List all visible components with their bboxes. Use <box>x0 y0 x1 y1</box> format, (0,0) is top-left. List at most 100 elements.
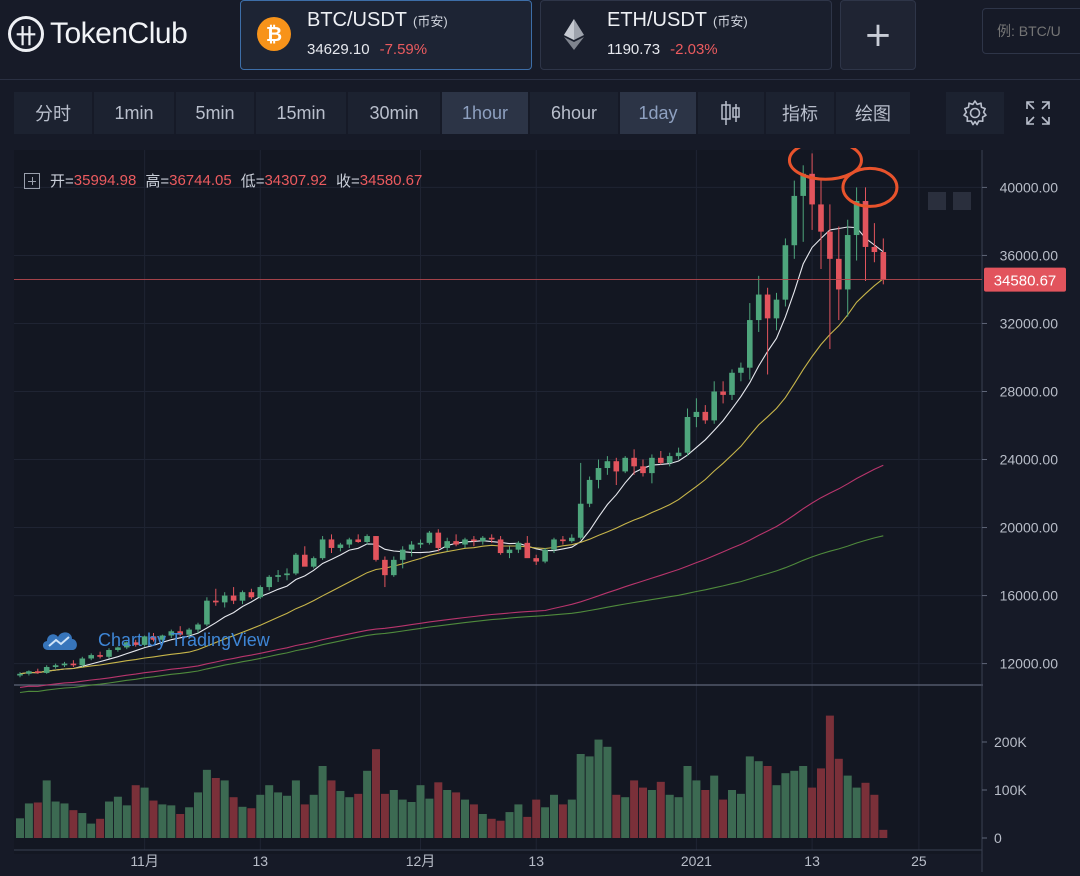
candle <box>871 223 878 263</box>
interval-1hour[interactable]: 1hour <box>442 92 528 134</box>
credit-text: Chart by TradingView <box>98 629 270 650</box>
fullscreen-icon <box>1026 101 1050 125</box>
candle-body <box>506 549 513 554</box>
volume-bar <box>185 807 194 838</box>
interval-1day[interactable]: 1day <box>620 92 696 134</box>
candle <box>230 587 237 605</box>
interval-30min[interactable]: 30min <box>348 92 440 134</box>
interval-5min[interactable]: 5min <box>176 92 254 134</box>
candle-body <box>426 532 433 543</box>
candle-body <box>204 600 210 625</box>
volume-bar <box>781 773 790 838</box>
candle <box>275 570 281 582</box>
volume-bar <box>247 808 256 838</box>
volume-bar <box>113 796 122 838</box>
volume-bar <box>149 800 158 838</box>
candle-body <box>693 411 700 417</box>
time-tick-label: 13 <box>804 853 820 869</box>
volume-bar <box>541 807 550 838</box>
candle-body <box>675 452 682 457</box>
volume-tick-label: 100K <box>994 782 1027 798</box>
candle <box>738 362 744 382</box>
candle <box>43 665 50 674</box>
candle <box>497 536 504 555</box>
interval-1min[interactable]: 1min <box>94 92 174 134</box>
volume-bar <box>291 780 300 838</box>
volume-bar <box>372 749 380 838</box>
candle-body <box>586 479 593 504</box>
candle <box>221 592 228 608</box>
volume-tick-label: 0 <box>994 830 1002 846</box>
candle-body <box>471 539 477 542</box>
search-input[interactable] <box>982 8 1080 54</box>
candle-body <box>844 235 851 290</box>
interval-fenshi[interactable]: 分时 <box>14 92 92 134</box>
candle <box>542 547 548 564</box>
candle-body <box>729 372 735 395</box>
candle <box>346 537 353 548</box>
candle <box>35 668 41 674</box>
candle <box>319 536 326 560</box>
candle <box>239 590 246 605</box>
candle <box>515 541 522 554</box>
volume-bar <box>674 797 683 838</box>
price-chart[interactable]: 40000.00 36000.00 32000.00 28000.00 24000.00… <box>0 139 1080 872</box>
volume-bar <box>176 814 185 838</box>
open-label: 开= <box>50 173 74 190</box>
price-tick-label: 12000.00 <box>1000 656 1059 672</box>
pair-tab-btc-usdt[interactable]: ₿ BTC/USDT (币安) 34629.10 -7.59% <box>240 0 532 70</box>
chart-toolbar: 分时 1min 5min 15min 30min 1hour 6hour 1da… <box>14 92 1080 136</box>
candle-body <box>213 600 219 603</box>
candle <box>640 459 646 477</box>
pair-tab-eth-usdt[interactable]: ETH/USDT (币安) 1190.73 -2.03% <box>540 0 832 70</box>
volume-bar <box>354 793 363 838</box>
volume-bar <box>300 804 309 838</box>
candle-body <box>52 665 59 667</box>
candle <box>310 556 317 569</box>
indicators-button[interactable]: 指标 <box>766 92 834 134</box>
volume-bar <box>265 785 274 838</box>
candle <box>827 204 833 349</box>
fullscreen-button[interactable] <box>1008 92 1068 134</box>
time-tick-label: 2021 <box>681 853 712 869</box>
candle <box>595 459 602 489</box>
moving-average-line <box>19 535 884 694</box>
candle-body <box>257 587 264 598</box>
candle-body <box>711 391 717 421</box>
candle-body <box>337 544 344 548</box>
candle-body <box>35 671 41 673</box>
chart-type-button[interactable] <box>698 92 764 134</box>
candle <box>666 452 673 467</box>
volume-bar <box>630 780 639 838</box>
tradingview-credit[interactable]: Chart by TradingView <box>40 626 270 654</box>
expand-legend-icon[interactable] <box>24 172 40 189</box>
candle <box>177 626 183 637</box>
candle-body <box>622 457 628 472</box>
candle-body <box>480 537 486 542</box>
candle <box>328 534 335 554</box>
volume-bar <box>131 785 140 838</box>
candlestick-chart[interactable]: 40000.00 36000.00 32000.00 28000.00 24000.00… <box>0 139 1080 872</box>
add-pair-button[interactable]: + <box>840 0 916 70</box>
candle <box>853 187 860 261</box>
candle-body <box>684 417 691 453</box>
candle-body <box>604 461 611 469</box>
candle-body <box>106 649 112 657</box>
interval-6hour[interactable]: 6hour <box>530 92 618 134</box>
candle <box>684 408 691 457</box>
candle-body <box>488 537 495 540</box>
candle <box>302 546 308 567</box>
volume-bar <box>425 798 434 838</box>
moving-average-line <box>19 278 884 675</box>
candle <box>444 537 450 552</box>
settings-button[interactable] <box>946 92 1004 134</box>
volume-tick-label: 200K <box>994 734 1027 750</box>
brand-logo[interactable]: 卄 TokenClub <box>8 14 188 54</box>
volume-bar <box>701 790 710 838</box>
drawing-button[interactable]: 绘图 <box>836 92 910 134</box>
gear-icon <box>963 100 987 126</box>
interval-15min[interactable]: 15min <box>256 92 346 134</box>
volume-bar <box>532 799 541 838</box>
volume-bar <box>772 785 781 838</box>
candle-body <box>26 671 32 674</box>
